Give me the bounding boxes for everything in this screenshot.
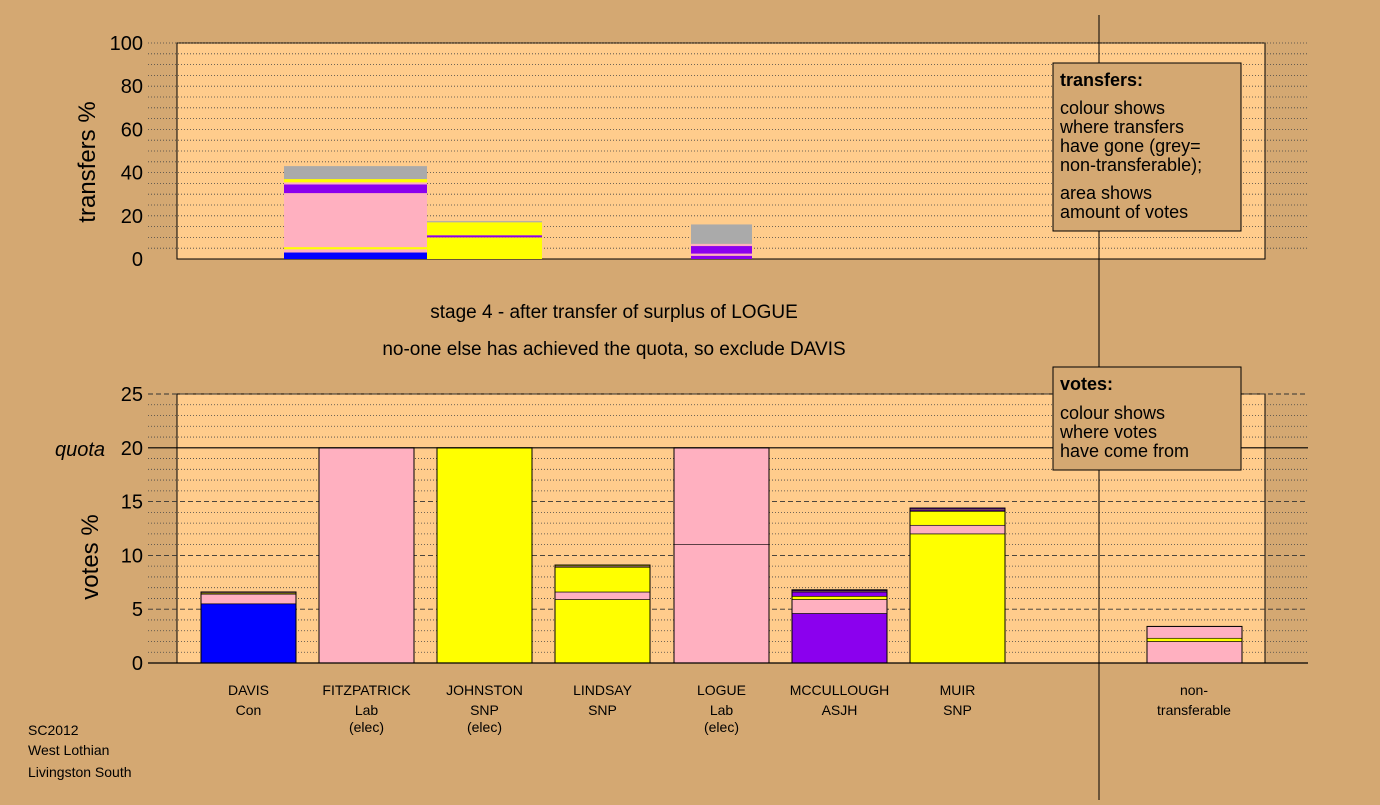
candidate-party: SNP [470, 702, 499, 718]
bottom-y-tick-label: 20 [121, 438, 143, 460]
candidate-name: LOGUE [697, 682, 746, 698]
candidate-party: SNP [588, 702, 617, 718]
transfers-legend-title: transfers: [1060, 70, 1143, 90]
vote-segment [554, 591, 651, 600]
vote-segment [318, 447, 415, 664]
bottom-y-axis: 0 5 10 15 20 25 [121, 384, 143, 675]
vote-segment [909, 524, 1006, 535]
vote-segment [791, 599, 888, 614]
candidate-party: Lab [355, 702, 379, 718]
candidate-labels: DAVISConFITZPATRICKLab(elec)JOHNSTONSNP(… [228, 682, 1231, 735]
top-y-tick-label: 0 [132, 249, 143, 271]
transfer-segment [284, 252, 427, 259]
transfer-segment [284, 166, 427, 180]
vote-segment [673, 544, 770, 664]
nontransferable-segment [1146, 641, 1243, 664]
vote-segment [200, 603, 297, 664]
candidate-name: LINDSAY [573, 682, 633, 698]
votes-legend: votes: colour shows where votes have com… [1052, 366, 1242, 471]
vote-segment [791, 613, 888, 664]
candidate-party: Con [236, 702, 262, 718]
transfer-segment [427, 235, 542, 238]
candidate-party: Lab [710, 702, 734, 718]
transfers-legend-line: area shows [1060, 183, 1152, 203]
bottom-y-tick-label: 0 [132, 653, 143, 675]
stage-title: stage 4 - after transfer of surplus of L… [430, 302, 798, 323]
candidate-party: ASJH [822, 702, 858, 718]
transfer-segment [284, 179, 427, 183]
top-y-tick-label: 20 [121, 206, 143, 228]
vote-segment [791, 591, 888, 597]
vote-segment [909, 510, 1006, 526]
top-y-axis: 0 20 40 60 80 100 [110, 33, 143, 271]
candidate-note: (elec) [467, 719, 502, 735]
footer-line: West Lothian [28, 742, 109, 758]
candidate-name: DAVIS [228, 682, 269, 698]
transfers-legend-line: where transfers [1059, 117, 1184, 137]
votes-legend-line: colour shows [1060, 403, 1165, 423]
nontransferable-segment [1146, 626, 1243, 639]
nontransferable-label: transferable [1157, 702, 1231, 718]
vote-segment [200, 593, 297, 605]
transfer-segment [284, 249, 427, 253]
transfer-segment [691, 243, 752, 247]
quota-label: quota [55, 439, 105, 461]
transfer-segment [691, 224, 752, 244]
transfer-segment [691, 253, 752, 256]
nontransferable-label: non- [1180, 682, 1208, 698]
transfer-segment [284, 182, 427, 185]
transfer-segment [427, 221, 542, 223]
candidate-name: JOHNSTON [446, 682, 523, 698]
top-y-tick-label: 60 [121, 119, 143, 141]
votes-legend-line: where votes [1059, 422, 1157, 442]
transfers-legend-line: have gone (grey= [1060, 136, 1201, 156]
transfers-legend-line: non-transferable); [1060, 155, 1202, 175]
transfers-legend-line: colour shows [1060, 98, 1165, 118]
vote-segment [673, 447, 770, 545]
footer-line: SC2012 [28, 722, 79, 738]
bottom-vote-bars [148, 447, 1308, 664]
top-transfer-bars [284, 166, 752, 259]
stage-subtitle: no-one else has achieved the quota, so e… [382, 339, 845, 360]
top-y-axis-title: transfers % [74, 101, 101, 222]
transfer-segment [284, 193, 427, 248]
bottom-y-tick-label: 5 [132, 599, 143, 621]
top-y-tick-label: 80 [121, 76, 143, 98]
candidate-name: MCCULLOUGH [790, 682, 890, 698]
candidate-name: MUIR [940, 682, 976, 698]
bottom-y-tick-label: 25 [121, 384, 143, 406]
top-y-tick-label: 100 [110, 33, 143, 55]
transfer-segment [691, 255, 752, 259]
vote-segment [909, 533, 1006, 664]
transfer-segment [691, 246, 752, 254]
transfer-segment [284, 184, 427, 194]
footer-line: Livingston South [28, 764, 132, 780]
transfers-legend: transfers: colour shows where transfers … [1052, 62, 1242, 232]
bottom-y-axis-title: votes % [77, 514, 104, 599]
top-y-tick-label: 40 [121, 163, 143, 185]
transfers-legend-line: amount of votes [1060, 202, 1188, 222]
transfers-legend-box [1052, 62, 1242, 232]
vote-segment [791, 595, 888, 600]
candidate-note: (elec) [704, 719, 739, 735]
bottom-y-tick-label: 10 [121, 545, 143, 567]
candidate-name: FITZPATRICK [322, 682, 411, 698]
vote-segment [554, 599, 651, 664]
votes-legend-box [1052, 366, 1242, 471]
vote-segment [554, 566, 651, 593]
transfer-segment [284, 247, 427, 250]
vote-segment [436, 447, 533, 664]
transfer-segment [427, 222, 542, 236]
nontransferable-segment [1146, 637, 1243, 642]
candidate-party: SNP [943, 702, 972, 718]
bottom-y-tick-label: 15 [121, 492, 143, 514]
transfer-segment [427, 237, 542, 259]
candidate-note: (elec) [349, 719, 384, 735]
votes-legend-title: votes: [1060, 374, 1113, 394]
votes-legend-line: have come from [1060, 441, 1189, 461]
